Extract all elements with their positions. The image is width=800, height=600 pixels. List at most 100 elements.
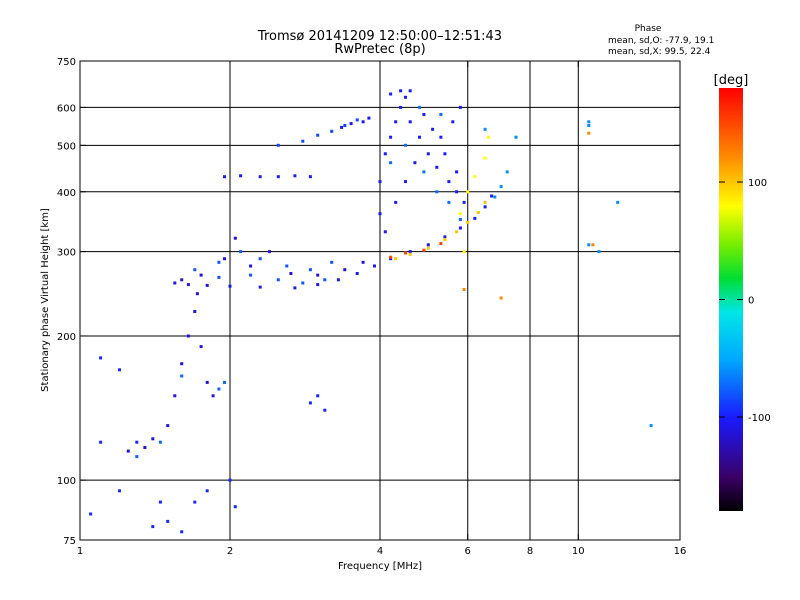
data-point — [193, 268, 197, 272]
data-point — [316, 394, 320, 398]
data-point — [340, 125, 344, 129]
x-axis-label: Frequency [MHz] — [338, 561, 422, 572]
data-point — [399, 105, 403, 109]
data-point — [158, 500, 162, 504]
data-point — [336, 278, 340, 282]
data-point — [276, 143, 280, 147]
data-point — [323, 408, 327, 412]
data-point — [355, 118, 359, 122]
data-point — [249, 264, 253, 268]
data-point — [126, 449, 130, 453]
data-point — [439, 135, 443, 139]
data-point — [486, 135, 490, 139]
data-point — [426, 243, 430, 247]
data-point — [89, 512, 93, 516]
data-point — [293, 174, 297, 178]
data-point — [193, 310, 197, 313]
data-point — [439, 113, 443, 116]
x-tick-label: 4 — [377, 546, 383, 557]
data-point — [217, 260, 221, 264]
stats-x-mode: mean, sd,X: 99.5, 22.4 — [608, 47, 711, 57]
data-point — [435, 190, 439, 194]
data-point — [426, 152, 430, 156]
data-point — [151, 437, 155, 441]
data-point — [143, 446, 147, 449]
data-point — [587, 124, 591, 127]
x-tick-label: 16 — [674, 546, 687, 557]
data-point — [316, 283, 320, 287]
data-point — [462, 250, 466, 254]
data-point — [361, 260, 365, 264]
data-point — [383, 152, 387, 156]
data-point — [195, 292, 199, 296]
data-point — [258, 175, 262, 179]
data-point — [217, 275, 221, 279]
data-point — [276, 278, 280, 282]
data-point — [186, 334, 190, 338]
data-point — [361, 120, 365, 124]
data-point — [426, 246, 430, 250]
data-point — [394, 200, 398, 204]
data-point — [349, 122, 353, 126]
y-tick-label: 75 — [63, 536, 76, 547]
data-point — [408, 89, 412, 93]
data-point — [418, 105, 421, 109]
data-point — [383, 230, 387, 234]
data-point — [483, 127, 487, 131]
x-tick-label: 10 — [572, 546, 585, 557]
data-point — [173, 394, 177, 398]
data-point — [217, 387, 221, 391]
data-point — [151, 525, 155, 529]
data-point — [268, 250, 271, 254]
data-point — [233, 236, 237, 240]
data-point — [293, 286, 297, 290]
data-point — [193, 500, 197, 504]
data-point — [308, 268, 312, 272]
data-point — [301, 281, 305, 285]
data-point — [447, 200, 451, 204]
data-point — [330, 260, 334, 264]
data-point — [499, 296, 503, 300]
colorbar-tick-label: -100 — [748, 413, 771, 424]
data-point — [389, 255, 393, 259]
data-point — [258, 257, 262, 261]
data-point — [394, 120, 398, 124]
data-point — [505, 170, 509, 174]
data-point — [166, 519, 170, 523]
data-point — [394, 257, 398, 261]
data-point — [378, 212, 382, 216]
data-point — [389, 161, 393, 165]
data-point — [597, 250, 601, 254]
data-point — [466, 190, 470, 194]
data-point — [473, 175, 477, 179]
data-point — [276, 175, 280, 179]
data-point — [404, 143, 407, 147]
stats-o-mode: mean, sd,O: -77.9, 19.1 — [608, 36, 714, 46]
y-tick-label: 100 — [57, 476, 76, 487]
data-point — [404, 251, 407, 255]
data-point — [308, 401, 312, 405]
data-point — [389, 92, 393, 96]
x-tick-label: 2 — [227, 546, 233, 557]
data-point — [158, 440, 162, 444]
data-point — [173, 281, 177, 285]
data-point — [499, 185, 503, 189]
data-point — [455, 170, 459, 174]
data-point — [289, 272, 293, 275]
data-point — [330, 129, 334, 133]
data-point — [443, 152, 447, 156]
data-point — [301, 139, 305, 143]
data-point — [99, 440, 103, 444]
data-point — [587, 131, 591, 135]
data-point — [223, 175, 226, 179]
y-tick-label: 500 — [57, 141, 76, 152]
data-point — [135, 440, 139, 444]
data-point — [99, 356, 103, 360]
data-point — [249, 273, 253, 277]
data-point — [476, 211, 480, 214]
y-tick-label: 750 — [57, 57, 76, 68]
data-point — [228, 284, 232, 288]
data-point — [199, 345, 203, 349]
data-point — [118, 489, 121, 493]
